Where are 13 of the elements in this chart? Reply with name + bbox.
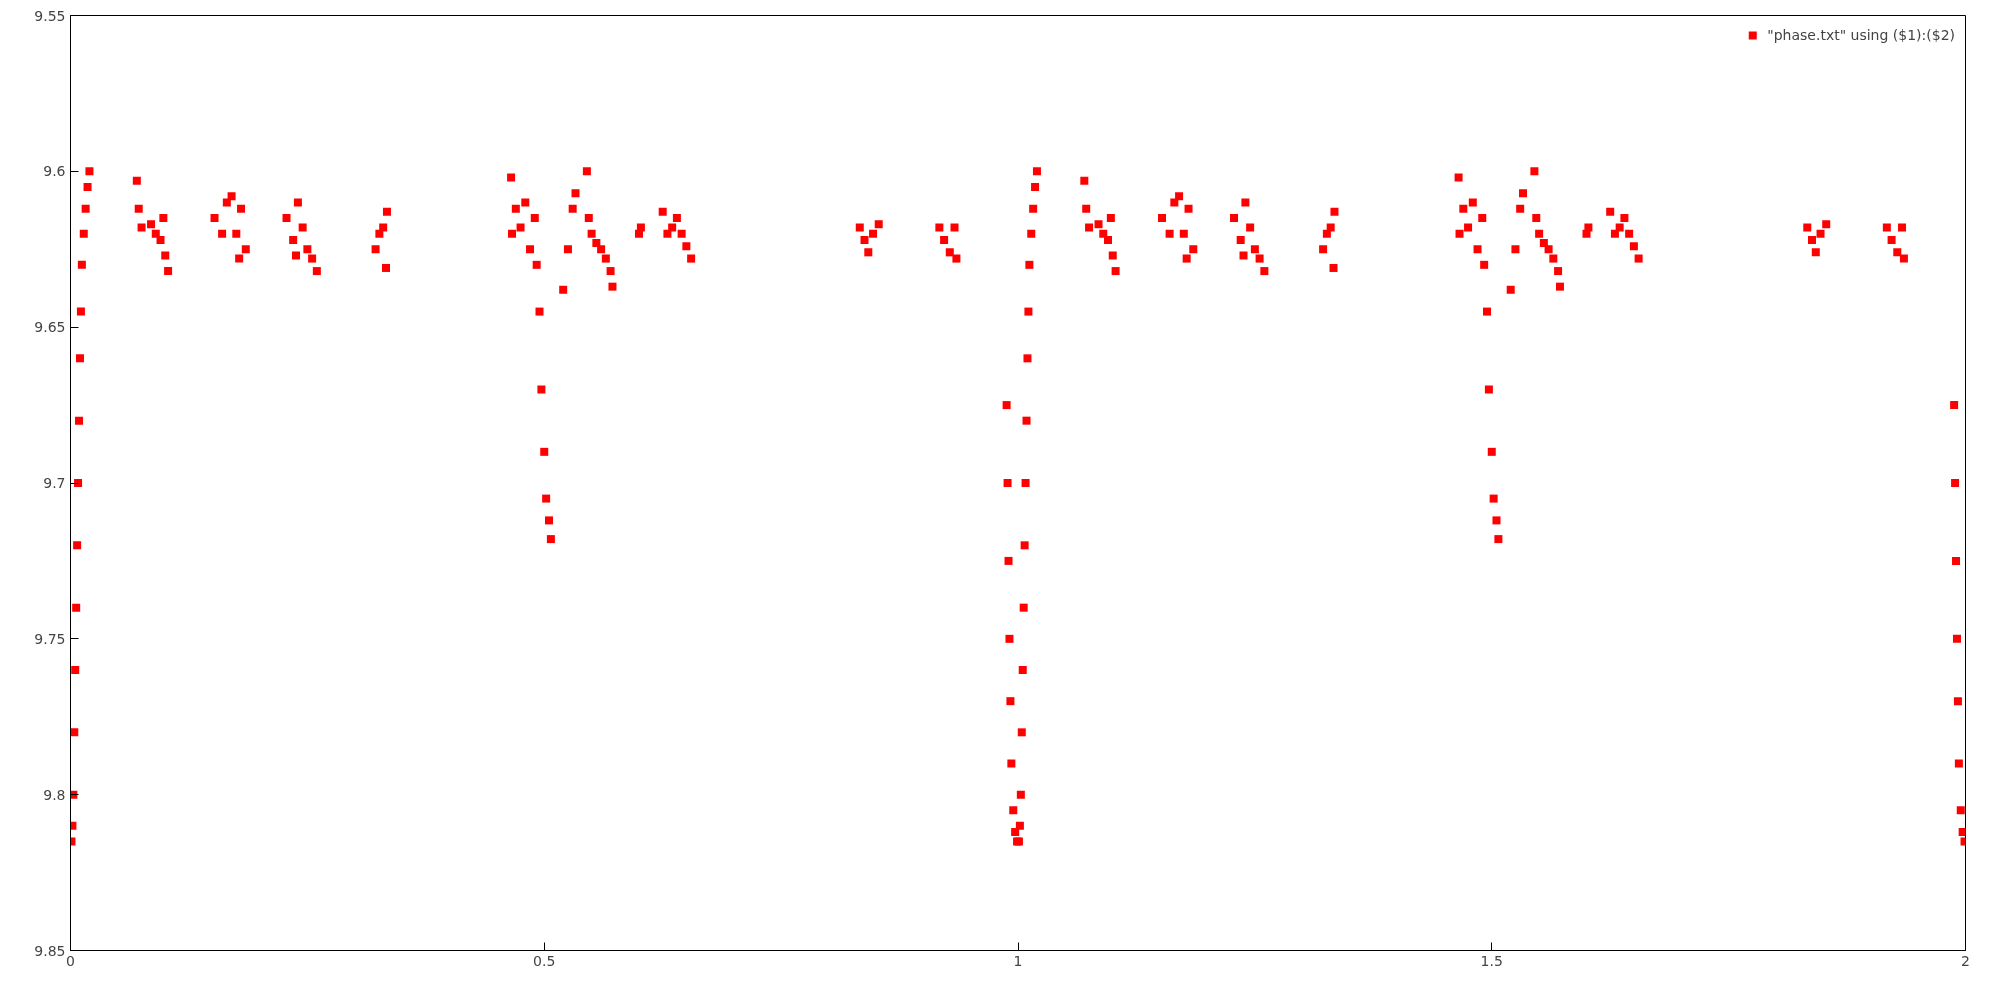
y-tick-label: 9.8 (43, 786, 66, 803)
y-tick-label: 9.75 (34, 630, 66, 647)
x-tick-label: 0 (66, 952, 75, 969)
x-tick-label: 0.5 (533, 952, 556, 969)
legend-label: "phase.txt" using ($1):($2) (1767, 27, 1955, 43)
x-tick-label: 1.5 (1480, 952, 1503, 969)
y-tick-label: 9.7 (43, 475, 66, 491)
y-tick-label: 9.55 (34, 7, 66, 24)
y-tick-label: 9.6 (43, 163, 66, 180)
y-tick-label: 9.65 (34, 319, 66, 336)
y-tick-label: 9.85 (34, 942, 66, 959)
x-tick-label: 1 (1013, 952, 1023, 969)
x-tick-label: 2 (1961, 952, 1970, 969)
